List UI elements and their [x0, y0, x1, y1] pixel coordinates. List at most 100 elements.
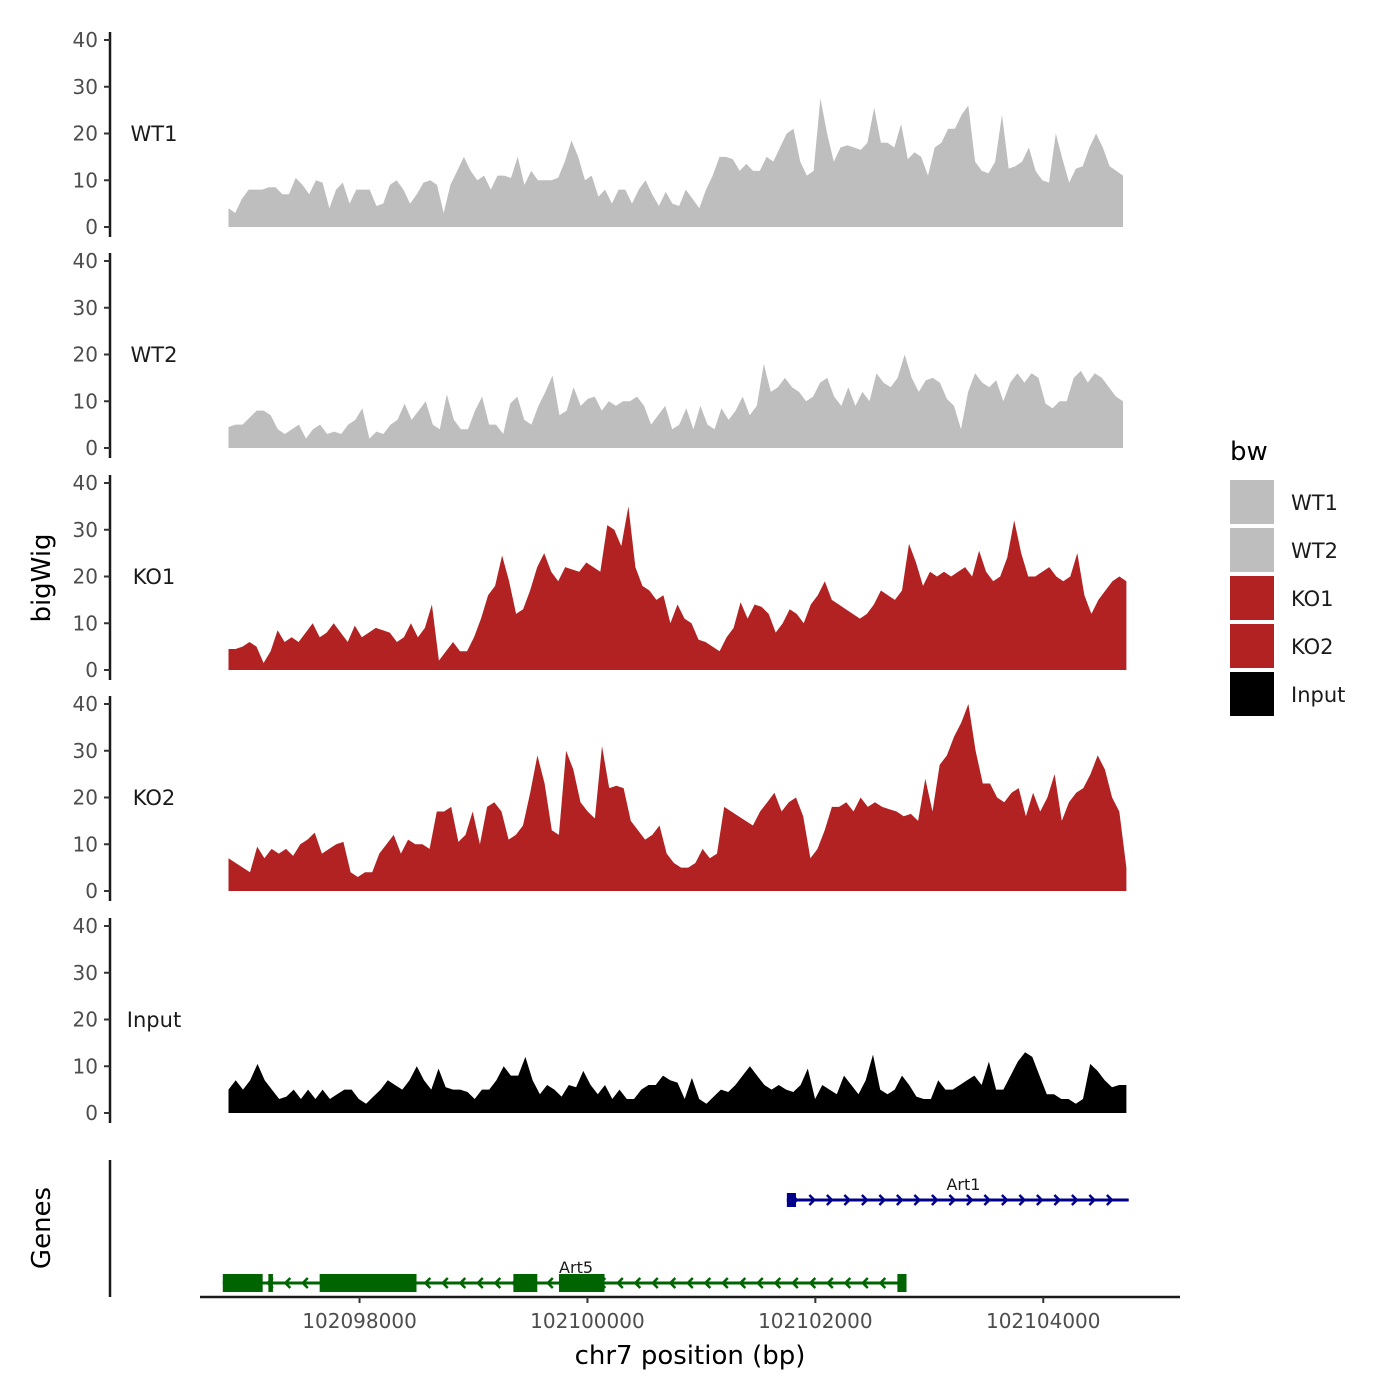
- legend: bw WT1 WT2 KO1 KO2 Input: [1230, 437, 1345, 716]
- exon: [513, 1274, 538, 1292]
- strand-arrow: [301, 1277, 309, 1289]
- x-tick-label: 102104000: [986, 1309, 1101, 1333]
- strand-arrow: [441, 1277, 449, 1289]
- strand-arrow: [458, 1277, 467, 1289]
- legend-key-wt2: [1230, 528, 1274, 572]
- strand-arrow: [791, 1277, 799, 1289]
- strand-arrow: [493, 1277, 502, 1289]
- area-ko2: [228, 704, 1127, 891]
- area-wt2: [228, 354, 1123, 448]
- x-axis-title: chr7 position (bp): [575, 1341, 806, 1371]
- exon: [786, 1193, 796, 1207]
- strand-arrow: [843, 1277, 852, 1289]
- legend-label: KO1: [1291, 587, 1334, 611]
- track-label: KO2: [133, 786, 176, 810]
- strand-arrow: [1053, 1194, 1062, 1206]
- gene-label: Art1: [946, 1175, 980, 1194]
- x-tick-label: 102102000: [758, 1309, 873, 1333]
- strand-arrow: [808, 1194, 817, 1206]
- strand-arrow: [546, 1277, 554, 1289]
- track-label: WT1: [131, 122, 178, 146]
- strand-arrow: [860, 1194, 869, 1206]
- y-tick-label: 30: [73, 739, 98, 763]
- legend-key-wt1: [1230, 480, 1274, 524]
- y-tick-label: 30: [73, 296, 98, 320]
- y-tick-label: 30: [73, 518, 98, 542]
- y-tick-label: 40: [73, 914, 98, 938]
- y-axis-title: bigWig: [27, 533, 57, 622]
- strand-arrow: [1000, 1194, 1009, 1206]
- x-tick-label: 102100000: [530, 1309, 645, 1333]
- strand-arrow: [668, 1277, 677, 1289]
- track-ko1: 0 10 20 30 40 KO1: [73, 471, 1127, 682]
- strand-arrow: [773, 1277, 782, 1289]
- strand-arrow: [878, 1277, 887, 1289]
- y-tick-label: 40: [73, 28, 98, 52]
- exon: [319, 1274, 417, 1292]
- y-tick-label: 40: [73, 471, 98, 495]
- y-tick-label: 10: [73, 832, 98, 856]
- y-tick-label: 20: [73, 1008, 98, 1032]
- y-tick-label: 10: [73, 389, 98, 413]
- y-tick-label: 0: [85, 658, 98, 682]
- area-input: [228, 1052, 1127, 1113]
- strand-arrow: [1035, 1194, 1044, 1206]
- exon: [897, 1274, 907, 1292]
- legend-key-ko2: [1230, 624, 1274, 668]
- strand-arrow: [616, 1277, 624, 1289]
- area-wt1: [228, 98, 1123, 228]
- gene-label: Art5: [559, 1258, 593, 1277]
- x-axis: 102098000 102100000 102102000 102104000: [200, 1295, 1180, 1333]
- legend-title: bw: [1230, 437, 1268, 467]
- legend-label: WT1: [1291, 491, 1338, 515]
- y-tick-label: 20: [73, 122, 98, 146]
- strand-arrow: [808, 1277, 817, 1289]
- strand-arrow: [633, 1277, 642, 1289]
- genes-axis-title: Genes: [27, 1187, 57, 1269]
- y-tick-label: 10: [73, 611, 98, 635]
- legend-label: Input: [1291, 683, 1345, 707]
- track-ko2: 0 10 20 30 40 KO2: [73, 692, 1127, 903]
- y-tick-label: 40: [73, 692, 98, 716]
- strand-arrow: [965, 1194, 974, 1206]
- track-label: Input: [127, 1008, 181, 1032]
- x-tick-label: 102098000: [302, 1309, 417, 1333]
- strand-arrow: [476, 1277, 484, 1289]
- y-tick-label: 40: [73, 249, 98, 273]
- strand-arrow: [1070, 1194, 1079, 1206]
- y-tick-label: 20: [73, 786, 98, 810]
- strand-arrow: [826, 1277, 834, 1289]
- strand-arrow: [878, 1194, 887, 1206]
- strand-arrow: [843, 1194, 852, 1206]
- legend-key-input: [1230, 672, 1274, 716]
- track-label: KO1: [133, 565, 176, 589]
- strand-arrow: [756, 1277, 764, 1289]
- exon: [558, 1274, 605, 1292]
- strand-arrow: [930, 1194, 939, 1206]
- track-wt1: 0 10 20 30 40 WT1: [73, 28, 1123, 239]
- exon: [268, 1274, 273, 1292]
- strand-arrow: [651, 1277, 659, 1289]
- y-tick-label: 10: [73, 168, 98, 192]
- legend-label: WT2: [1291, 539, 1338, 563]
- strand-arrow: [738, 1277, 747, 1289]
- y-tick-label: 20: [73, 343, 98, 367]
- y-tick-label: 20: [73, 565, 98, 589]
- legend-label: KO2: [1291, 635, 1334, 659]
- gene-art5: Art5: [222, 1258, 907, 1292]
- y-tick-label: 0: [85, 215, 98, 239]
- strand-arrow: [423, 1277, 432, 1289]
- strand-arrow: [1088, 1194, 1097, 1206]
- strand-arrow: [983, 1194, 992, 1206]
- exon: [222, 1274, 263, 1292]
- y-tick-label: 10: [73, 1054, 98, 1078]
- gene-art1: Art1: [786, 1175, 1129, 1207]
- strand-arrow: [1105, 1194, 1114, 1206]
- y-tick-label: 0: [85, 436, 98, 460]
- strand-arrow: [895, 1194, 904, 1206]
- y-tick-label: 30: [73, 75, 98, 99]
- strand-arrow: [721, 1277, 729, 1289]
- genes-layer: Art1 Art5: [108, 1160, 1129, 1297]
- track-input: 0 10 20 30 40 Input: [73, 914, 1127, 1125]
